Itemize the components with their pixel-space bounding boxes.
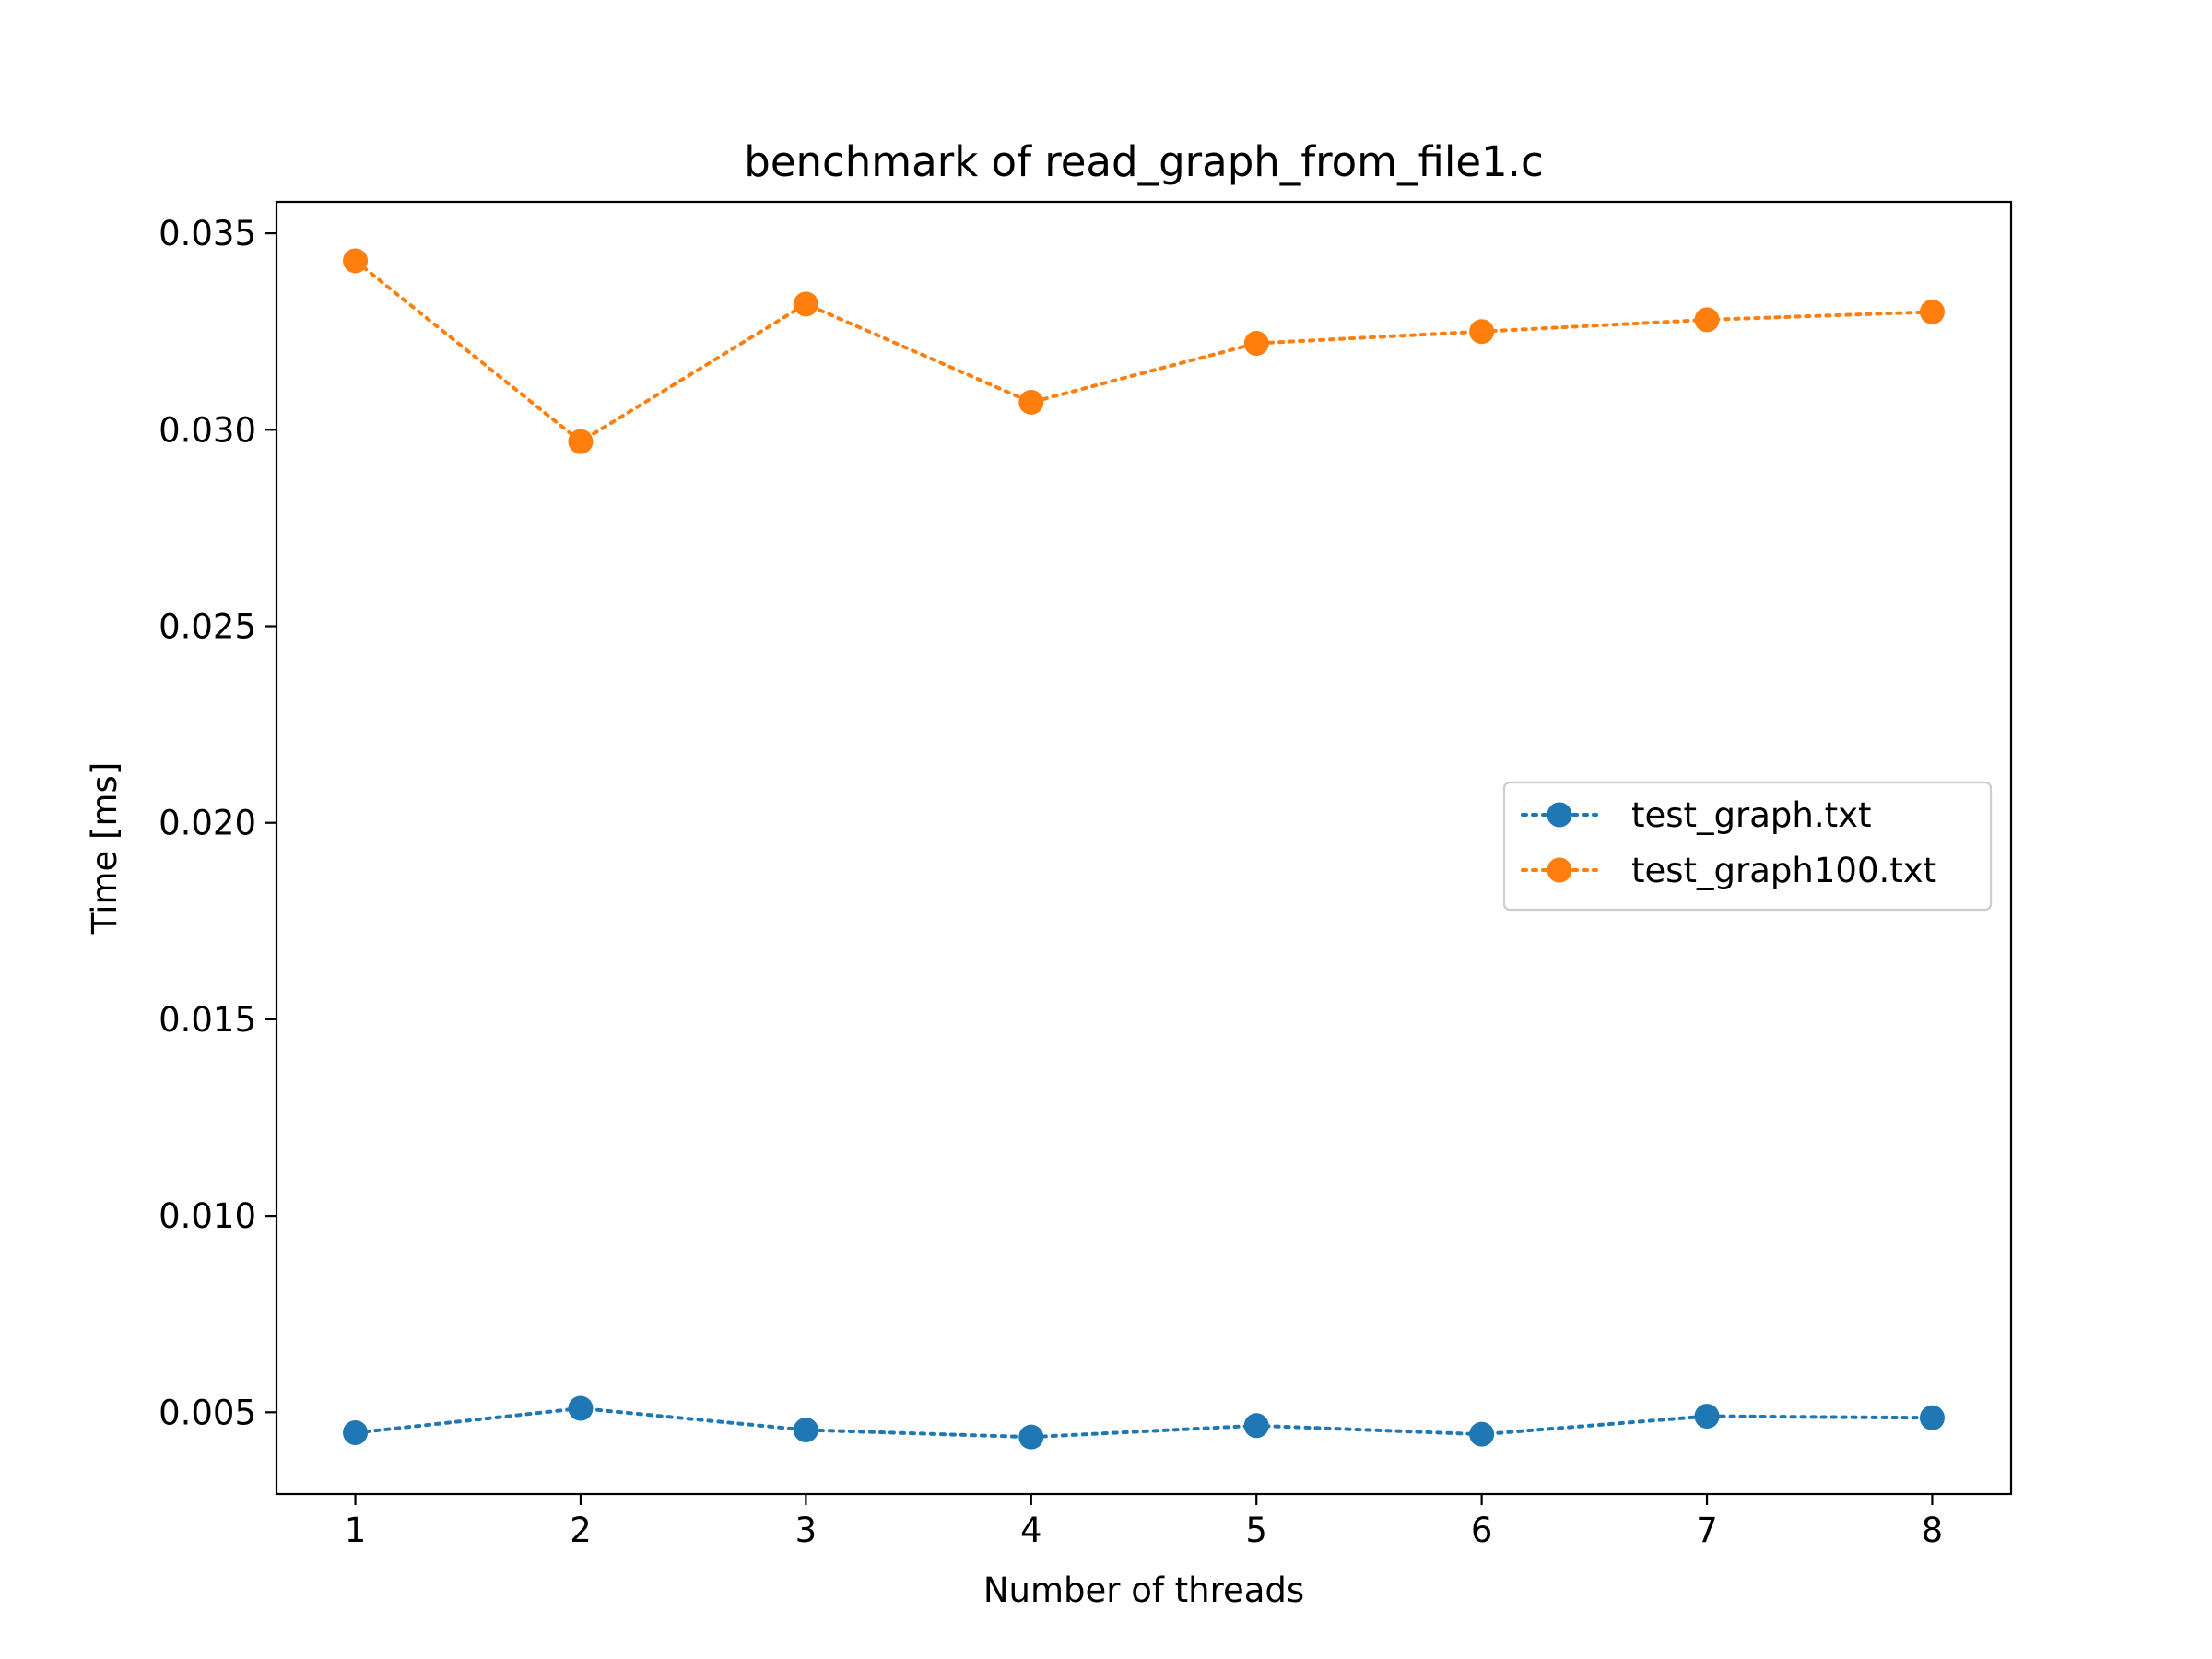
data-point — [1243, 331, 1269, 357]
data-point — [1919, 299, 1945, 324]
x-tick-label: 7 — [1696, 1511, 1718, 1550]
x-axis: 1 2 3 4 5 6 7 8 — [345, 1494, 1943, 1550]
data-point — [1694, 307, 1720, 333]
x-tick-label: 8 — [1922, 1511, 1944, 1550]
x-tick-label: 6 — [1471, 1511, 1493, 1550]
legend-marker — [1547, 802, 1572, 828]
legend-box — [1502, 781, 1993, 912]
series-line — [353, 258, 1935, 444]
series-layer — [343, 248, 1945, 1450]
series-2 — [343, 248, 1945, 454]
x-tick-label: 3 — [795, 1511, 818, 1550]
data-point — [1018, 389, 1044, 415]
x-tick-label: 1 — [345, 1511, 367, 1550]
x-axis-label: Number of threads — [983, 1571, 1304, 1610]
data-point — [343, 1419, 369, 1445]
legend-item: test_graph100.txt — [1521, 851, 1936, 890]
y-axis-label: Time [ms] — [85, 762, 124, 935]
legend: test_graph.txt test_graph100.txt — [1502, 781, 1993, 912]
data-point — [1694, 1404, 1720, 1430]
series-1 — [343, 1395, 1945, 1450]
chart-title: benchmark of read_graph_from_file1.c — [744, 137, 1543, 186]
y-tick-label: 0.020 — [159, 804, 256, 843]
data-point — [1469, 319, 1495, 345]
y-tick-label: 0.010 — [159, 1196, 256, 1236]
data-point — [793, 1417, 818, 1442]
data-point — [1243, 1413, 1269, 1439]
data-point — [793, 291, 818, 317]
y-tick-label: 0.025 — [159, 607, 256, 647]
y-tick-label: 0.005 — [159, 1393, 256, 1432]
x-tick-label: 2 — [570, 1511, 592, 1550]
series-line — [353, 1406, 1935, 1440]
legend-item: test_graph.txt — [1521, 795, 1872, 835]
y-axis: 0.005 0.010 0.015 0.020 0.025 0.030 0.035 — [159, 214, 276, 1432]
data-point — [1469, 1421, 1495, 1447]
y-tick-label: 0.030 — [159, 410, 256, 450]
legend-label: test_graph100.txt — [1631, 851, 1936, 890]
data-point — [1018, 1424, 1044, 1450]
data-point — [568, 1395, 594, 1421]
data-point — [568, 429, 594, 454]
x-tick-label: 4 — [1020, 1511, 1042, 1550]
legend-label: test_graph.txt — [1631, 795, 1872, 835]
plot-frame — [275, 200, 2013, 1496]
legend-marker — [1547, 857, 1572, 883]
data-point — [1919, 1405, 1945, 1430]
y-tick-label: 0.015 — [159, 1000, 256, 1040]
data-point — [343, 248, 369, 274]
y-tick-label: 0.035 — [159, 214, 256, 253]
x-tick-label: 5 — [1245, 1511, 1267, 1550]
